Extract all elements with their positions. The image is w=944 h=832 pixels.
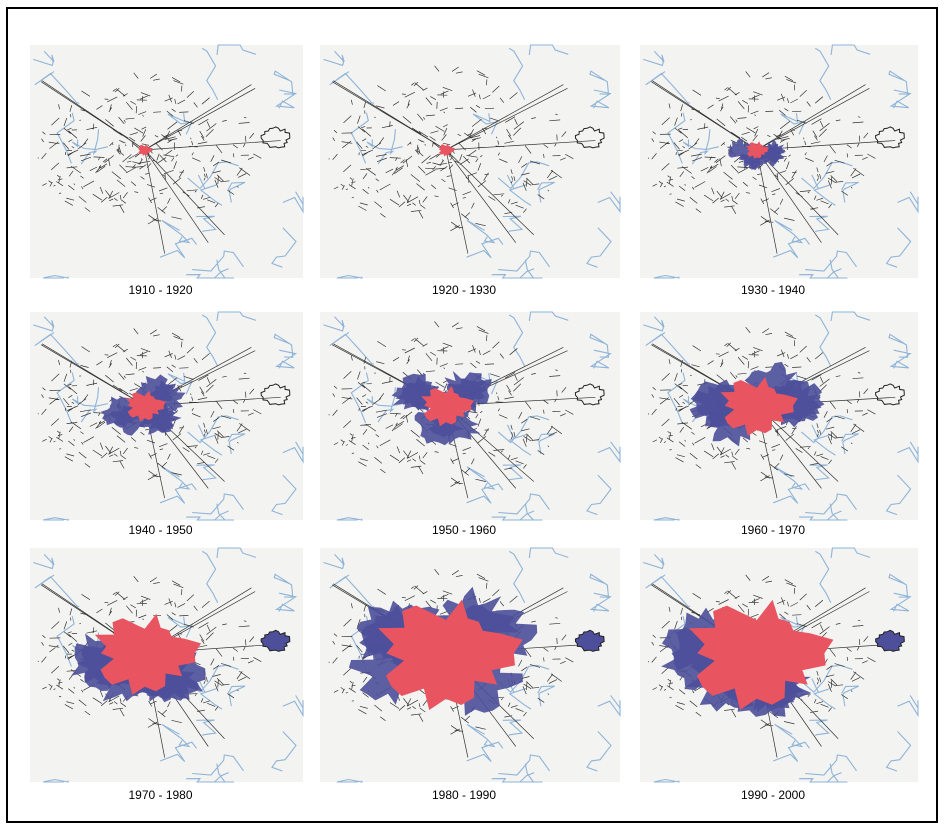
map-panel: 1920 - 1930 (320, 45, 620, 297)
caption: 1910 - 1920 (128, 283, 192, 297)
figure: 1910 - 1920 1920 - 1930 1930 - 1940 1940 - … (0, 0, 944, 832)
caption: 1970 - 1980 (128, 788, 192, 802)
map-background (320, 312, 620, 520)
map-panel: 1970 - 1980 (30, 548, 303, 802)
map-panel: 1960 - 1970 (640, 312, 918, 537)
map-panel: 1990 - 2000 (640, 548, 918, 802)
map-panel: 1980 - 1990 (320, 548, 620, 802)
caption: 1980 - 1990 (432, 788, 496, 802)
caption: 1920 - 1930 (432, 283, 496, 297)
map-panel: 1930 - 1940 (640, 45, 918, 297)
map-panel: 1950 - 1960 (320, 312, 620, 537)
caption: 1940 - 1950 (128, 523, 192, 537)
map-panel: 1910 - 1920 (30, 45, 303, 297)
caption: 1960 - 1970 (741, 523, 805, 537)
caption: 1930 - 1940 (741, 283, 805, 297)
caption: 1990 - 2000 (741, 788, 805, 802)
map-panel: 1940 - 1950 (30, 312, 303, 537)
caption: 1950 - 1960 (432, 523, 496, 537)
